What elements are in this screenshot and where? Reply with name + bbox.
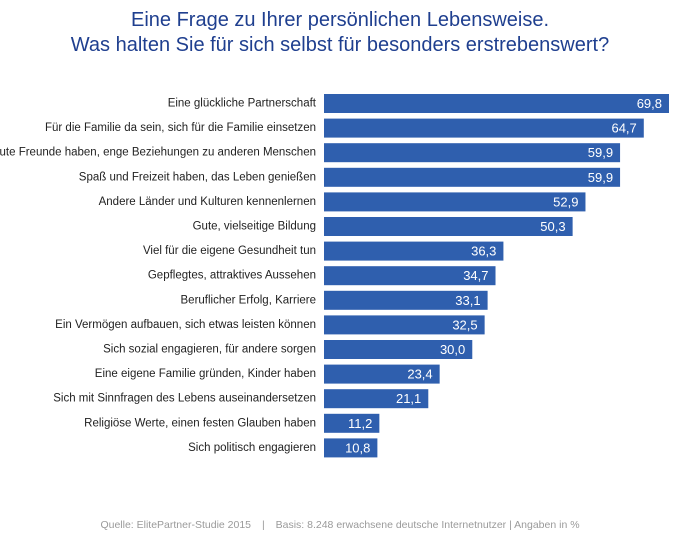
bar-row: Gepflegtes, attraktives Aussehen 34,7: [148, 266, 496, 286]
bar: [324, 241, 504, 261]
bar: [324, 389, 429, 409]
value-label: 59,9: [588, 170, 613, 185]
category-label: Andere Länder und Kulturen kennenlernen: [99, 196, 316, 208]
footer-source: Quelle: ElitePartner-Studie 2015: [100, 519, 252, 531]
footer: Quelle: ElitePartner-Studie 2015 | Basis…: [0, 519, 680, 531]
value-label: 21,1: [396, 391, 421, 406]
value-label: 23,4: [407, 367, 432, 382]
bar: [324, 118, 644, 138]
bar: [324, 315, 485, 335]
category-label: Ein Vermögen aufbauen, sich etwas leiste…: [55, 319, 316, 331]
category-label: Gute Freunde haben, enge Beziehungen zu …: [0, 147, 316, 159]
category-label: Eine glückliche Partnerschaft: [168, 98, 317, 110]
bar: [324, 167, 621, 187]
category-label: Viel für die eigene Gesundheit tun: [143, 245, 316, 257]
bar-chart: Eine glückliche Partnerschaft 69,8 Für die…: [0, 94, 669, 458]
category-label: Spaß und Freizeit haben, das Leben genie…: [79, 171, 316, 183]
chart-title-line-2: Was halten Sie für sich selbst für beson…: [70, 34, 610, 56]
bar: [324, 217, 573, 236]
bar: [324, 340, 473, 359]
category-label: Gepflegtes, attraktives Aussehen: [148, 270, 316, 282]
category-label: Gute, vielseitige Bildung: [193, 221, 316, 233]
value-label: 30,0: [440, 342, 465, 357]
chart-title: Eine Frage zu Ihrer persönlichen Lebensw…: [0, 8, 680, 58]
value-label: 32,5: [452, 317, 477, 332]
bar-row: Andere Länder und Kulturen kennenlernen 5…: [99, 192, 586, 212]
bar: [324, 413, 380, 433]
bar: [324, 266, 496, 286]
bar-row: Viel für die eigene Gesundheit tun 36,3: [143, 241, 504, 261]
bar: [324, 94, 669, 113]
category-label: Beruflicher Erfolg, Karriere: [181, 294, 317, 306]
value-label: 11,2: [348, 416, 372, 431]
bar-row: Sich mit Sinnfragen des Lebens auseinand…: [53, 389, 429, 409]
bar-row: Sich politisch engagieren 10,8: [188, 438, 378, 458]
value-label: 64,7: [611, 121, 636, 136]
footer-basis: Basis: 8.248 erwachsene deutsche Interne…: [275, 519, 580, 531]
bar: [324, 364, 440, 384]
category-label: Sich mit Sinnfragen des Lebens auseinand…: [53, 393, 316, 405]
bar-row: Gute, vielseitige Bildung 50,3: [193, 217, 573, 236]
category-label: Für die Familie da sein, sich für die Fa…: [45, 122, 316, 134]
value-label: 10,8: [345, 440, 370, 455]
chart-title-line-1: Eine Frage zu Ihrer persönlichen Lebensw…: [130, 9, 550, 31]
bar: [324, 290, 488, 310]
value-label: 52,9: [553, 194, 578, 209]
bar-row: Beruflicher Erfolg, Karriere 33,1: [181, 290, 488, 310]
bar-row: Für die Familie da sein, sich für die Fa…: [45, 118, 644, 138]
value-label: 50,3: [540, 219, 565, 234]
value-label: 33,1: [455, 293, 480, 308]
value-label: 36,3: [471, 244, 496, 259]
bar-row: Eine eigene Familie gründen, Kinder habe…: [95, 364, 440, 384]
value-label: 69,8: [637, 96, 662, 111]
bar-row: Spaß und Freizeit haben, das Leben genie…: [79, 167, 621, 187]
bar-row: Gute Freunde haben, enge Beziehungen zu …: [0, 143, 621, 163]
value-label: 34,7: [463, 268, 488, 283]
category-label: Religiöse Werte, einen festen Glauben ha…: [84, 417, 316, 429]
footer-separator: |: [261, 519, 265, 531]
category-label: Sich politisch engagieren: [188, 442, 316, 454]
bar-row: Eine glückliche Partnerschaft 69,8: [168, 94, 669, 113]
bar-row: Sich sozial engagieren, für andere sorge…: [103, 340, 473, 359]
category-label: Sich sozial engagieren, für andere sorge…: [103, 344, 316, 356]
bar: [324, 192, 586, 212]
bar: [324, 143, 621, 163]
bar: [324, 438, 378, 458]
bar-row: Religiöse Werte, einen festen Glauben ha…: [84, 413, 380, 433]
bar-row: Ein Vermögen aufbauen, sich etwas leiste…: [55, 315, 485, 335]
value-label: 59,9: [588, 145, 613, 160]
category-label: Eine eigene Familie gründen, Kinder habe…: [95, 368, 316, 380]
